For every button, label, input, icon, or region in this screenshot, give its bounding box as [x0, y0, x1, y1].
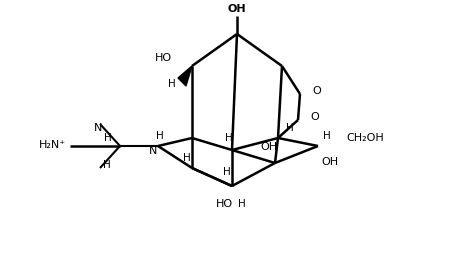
- Text: N: N: [94, 123, 102, 133]
- Text: H: H: [168, 79, 176, 89]
- Text: O: O: [310, 112, 319, 122]
- Text: H: H: [156, 131, 164, 141]
- Text: H: H: [183, 153, 191, 163]
- Text: OH: OH: [228, 4, 246, 14]
- Text: H: H: [238, 199, 246, 209]
- Text: H: H: [323, 131, 331, 141]
- Text: H: H: [104, 133, 112, 143]
- Polygon shape: [178, 66, 192, 86]
- Text: O: O: [312, 86, 321, 96]
- Text: H: H: [103, 160, 111, 170]
- Text: H: H: [286, 123, 294, 133]
- Text: HO: HO: [216, 199, 233, 209]
- Text: OH: OH: [260, 142, 277, 152]
- Text: HO: HO: [155, 53, 172, 63]
- Text: H₂N⁺: H₂N⁺: [38, 140, 65, 150]
- Text: CH₂OH: CH₂OH: [346, 133, 384, 143]
- Text: N: N: [149, 146, 157, 156]
- Text: H: H: [223, 167, 231, 177]
- Text: OH: OH: [321, 157, 338, 167]
- Text: H: H: [225, 133, 233, 143]
